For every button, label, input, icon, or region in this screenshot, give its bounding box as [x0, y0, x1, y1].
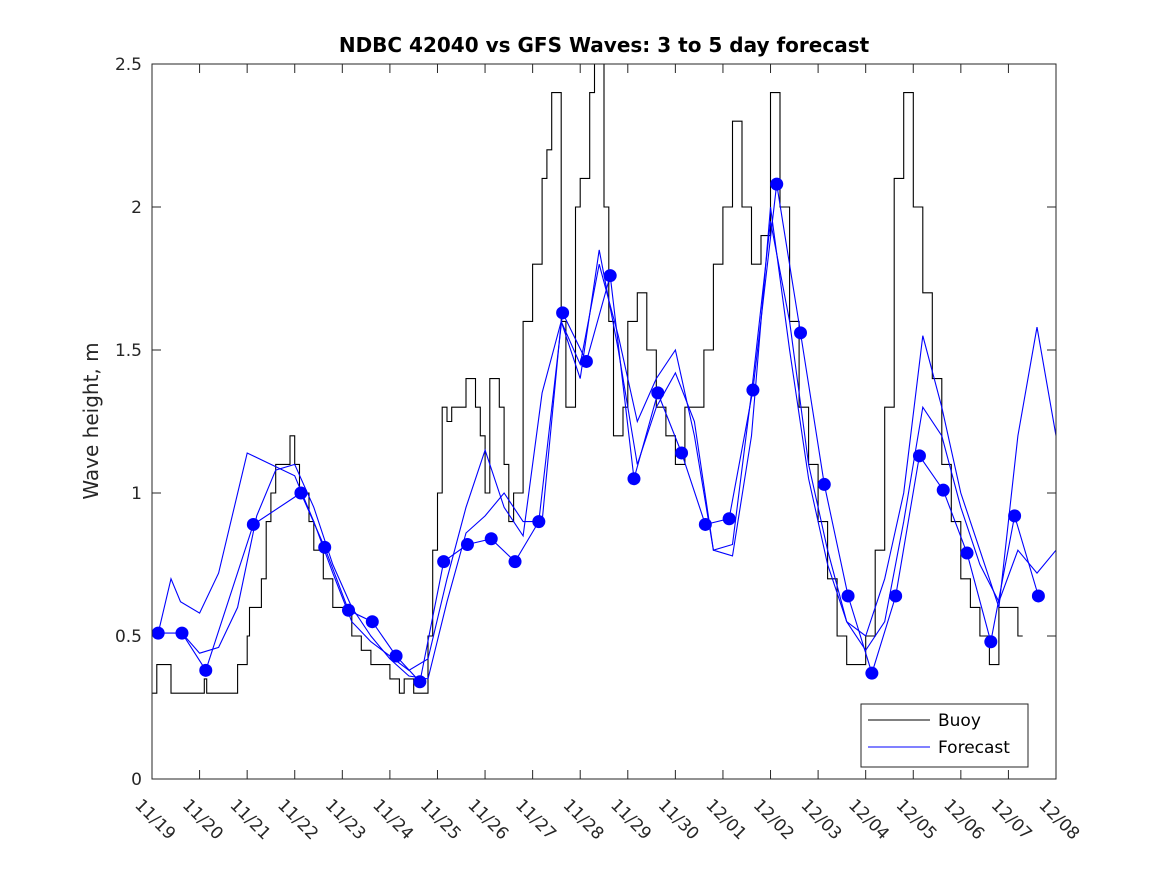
forecast-point-marker [817, 477, 831, 491]
forecast-point-marker [912, 449, 926, 463]
forecast-point-marker [437, 555, 451, 569]
y-tick-label: 1 [131, 484, 142, 504]
legend: Buoy Forecast [860, 703, 1029, 768]
forecast-point-marker [556, 306, 570, 320]
forecast-point-marker [865, 666, 879, 680]
forecast-point-marker [532, 515, 546, 529]
legend-label-forecast: Forecast [938, 738, 1010, 758]
series-layer [152, 63, 1057, 694]
forecast-point-marker [841, 589, 855, 603]
series-line-buoy [152, 63, 1023, 694]
forecast-point-marker [936, 483, 950, 497]
series-line-forecast [158, 184, 1039, 683]
forecast-point-marker [508, 555, 522, 569]
forecast-point-marker [579, 354, 593, 368]
forecast-point-marker [698, 517, 712, 531]
y-tick-label: 2 [131, 198, 142, 218]
forecast-point-marker [460, 537, 474, 551]
forecast-point-marker [1008, 509, 1022, 523]
forecast-point-marker [675, 446, 689, 460]
forecast-point-marker [603, 269, 617, 283]
forecast-point-marker [770, 177, 784, 191]
forecast-point-marker [722, 512, 736, 526]
chart-title: NDBC 42040 vs GFS Waves: 3 to 5 day fore… [339, 33, 870, 57]
y-tick-label: 0.5 [115, 627, 142, 647]
forecast-point-marker [960, 546, 974, 560]
y-axis: 0 0.5 1 1.5 2 2.5 [115, 55, 1056, 790]
marker-layer [151, 177, 1045, 689]
y-axis-label: Wave height, m [79, 342, 103, 499]
legend-box [860, 703, 1029, 768]
forecast-point-marker [651, 386, 665, 400]
forecast-point-marker [389, 649, 403, 663]
forecast-point-marker [246, 517, 260, 531]
axes-box [151, 63, 1057, 780]
forecast-point-marker [413, 675, 427, 689]
forecast-point-marker [889, 589, 903, 603]
forecast-point-marker [1031, 589, 1045, 603]
forecast-point-marker [794, 326, 808, 340]
legend-label-buoy: Buoy [938, 711, 981, 731]
forecast-point-marker [365, 615, 379, 629]
y-tick-label: 1.5 [115, 341, 142, 361]
forecast-point-marker [294, 486, 308, 500]
forecast-point-marker [627, 472, 641, 486]
forecast-point-marker [175, 626, 189, 640]
y-tick-label: 2.5 [115, 55, 142, 75]
forecast-point-marker [746, 383, 760, 397]
forecast-point-marker [151, 626, 165, 640]
forecast-point-marker [318, 540, 332, 554]
y-tick-label: 0 [131, 770, 142, 790]
forecast-point-marker [342, 603, 356, 617]
forecast-point-marker [199, 663, 213, 677]
forecast-point-marker [484, 532, 498, 546]
forecast-point-marker [984, 635, 998, 649]
